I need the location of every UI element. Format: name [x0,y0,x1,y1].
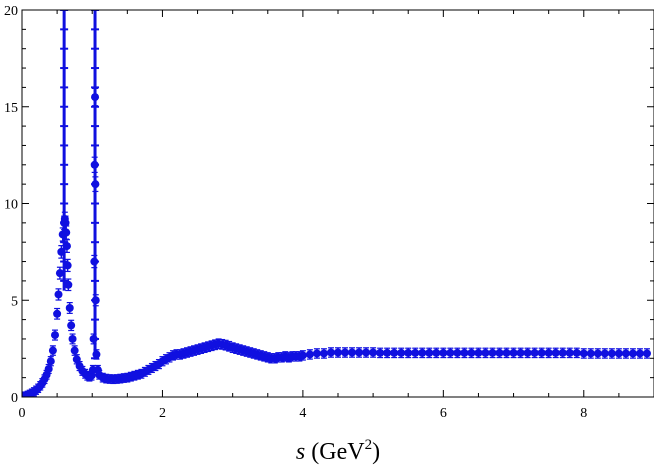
data-point [488,347,497,359]
y-tick-label: 20 [4,4,18,19]
x-tick-label: 0 [19,406,26,421]
y-tick-label: 0 [11,391,18,406]
data-point [495,347,504,359]
data-point [383,347,392,359]
data-point [418,347,427,359]
data-point [411,347,420,359]
data-point [516,347,525,359]
data-point [425,347,434,359]
data-point [621,348,630,359]
data-point [298,350,307,361]
data-point [348,347,357,358]
data-point [404,347,413,359]
axis-ticks: 0 2 4 6 8 0 5 10 15 20 [4,4,654,421]
x-tick-label: 8 [580,406,587,421]
data-point [68,333,77,345]
data-point [635,348,644,359]
data-point [439,347,448,359]
x-axis-title-sup: 2 [365,437,373,453]
plot-frame [21,9,654,398]
data-marks [22,10,651,397]
data-point [305,349,314,360]
data-point [319,348,328,359]
data-point [474,347,483,359]
data-point [593,348,602,359]
data-point [67,319,76,332]
data-point [54,288,63,301]
data-point [453,347,462,359]
data-point [537,347,546,359]
data-point [397,347,406,359]
data-point [44,363,53,374]
data-point [51,329,60,341]
data-point [446,347,455,359]
data-point [355,347,364,358]
data-point [628,348,637,359]
data-point [376,347,385,359]
data-point [530,347,539,359]
y-tick-label: 10 [4,198,18,213]
data-point [48,345,57,356]
data-point [642,348,651,359]
data-point [607,348,616,359]
x-axis-title-var: s [296,439,305,465]
x-tick-label: 4 [299,406,306,421]
data-point [600,348,609,359]
data-point [369,347,378,358]
data-point [614,348,623,359]
y-tick-label: 5 [11,294,18,309]
data-point [334,347,342,358]
data-point [53,307,62,320]
data-point [481,347,490,359]
data-point [544,347,553,359]
data-point [565,347,574,359]
data-point [523,347,532,359]
x-axis-title-close: ) [372,439,380,465]
data-point [460,347,469,359]
data-point [46,356,55,367]
x-tick-label: 2 [159,406,166,421]
data-point [64,278,73,292]
data-point [70,345,79,356]
data-point [326,347,335,358]
data-point [65,302,74,314]
data-point [312,348,321,359]
data-point [558,347,567,359]
x-axis-title: s (GeV2) [296,437,380,465]
data-point [502,347,511,359]
data-point [467,347,476,359]
data-point [509,347,518,359]
data-point [341,347,350,358]
x-axis-title-unit: (GeV [311,439,365,465]
data-point [390,347,399,359]
y-tick-label: 15 [4,101,18,116]
data-point [55,266,64,280]
data-point [432,347,441,359]
data-point [572,347,581,359]
data-point [551,347,560,359]
x-tick-label: 6 [440,406,447,421]
data-point [586,348,595,359]
data-point [579,348,588,359]
data-point [362,347,371,358]
